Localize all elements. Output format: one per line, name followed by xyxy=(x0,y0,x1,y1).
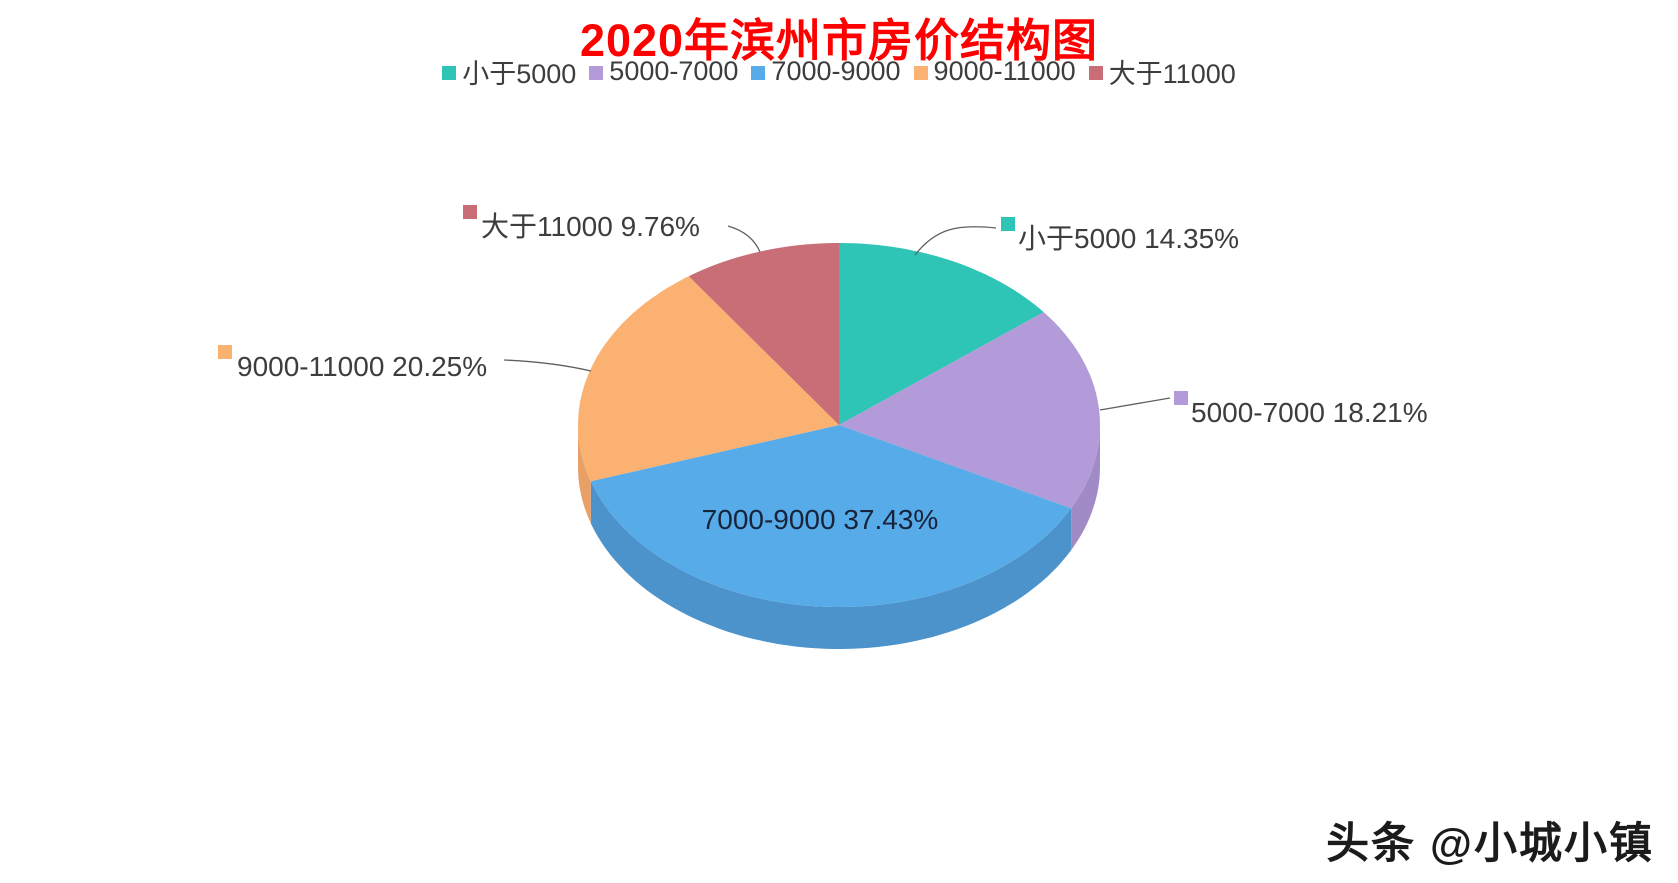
label-marker xyxy=(1174,391,1188,405)
pie-slice-side-1 xyxy=(1071,425,1100,551)
slice-label: 小于5000 14.35% xyxy=(1018,223,1239,254)
label-leader-line xyxy=(1099,397,1171,411)
legend-marker-icon xyxy=(442,65,457,80)
legend-item-label: 5000-7000 xyxy=(609,56,739,86)
legend-item-1: 5000-7000 xyxy=(589,56,738,87)
slice-label: 7000-9000 37.43% xyxy=(702,504,939,535)
legend-item-3: 9000-11000 xyxy=(913,56,1076,87)
chart-legend: 小于5000 5000-7000 7000-9000 9000-11000 大于1100… xyxy=(0,52,1678,91)
slice-label: 大于11000 9.76% xyxy=(481,211,700,242)
legend-marker-icon xyxy=(1088,65,1103,80)
pie-slice-side-3 xyxy=(578,425,591,524)
slice-label: 9000-11000 20.25% xyxy=(237,351,487,382)
legend-item-0: 小于5000 xyxy=(442,52,576,91)
pie-slice-4 xyxy=(688,243,839,425)
legend-item-label: 小于5000 xyxy=(462,59,577,89)
pie-slice-2 xyxy=(590,425,1072,607)
label-leader-line xyxy=(727,225,761,253)
legend-marker-icon xyxy=(589,65,604,80)
label-leader-line xyxy=(914,226,997,256)
label-leader-line xyxy=(503,359,592,372)
slice-label: 5000-7000 18.21% xyxy=(1191,397,1428,428)
label-marker xyxy=(463,205,477,219)
pie-slice-1 xyxy=(839,312,1100,509)
label-marker xyxy=(1001,217,1015,231)
label-marker xyxy=(218,345,232,359)
legend-item-4: 大于11000 xyxy=(1088,52,1236,91)
legend-marker-icon xyxy=(913,65,928,80)
legend-marker-icon xyxy=(751,65,766,80)
legend-item-label: 7000-9000 xyxy=(771,56,901,86)
pie-slice-side-2 xyxy=(590,481,1072,649)
pie-slice-0 xyxy=(839,243,1044,425)
pie-slice-3 xyxy=(578,276,839,482)
watermark: 头条 @小城小镇 xyxy=(1326,820,1654,868)
legend-item-label: 9000-11000 xyxy=(933,56,1076,86)
chart-title: 2020年滨州市房价结构图 xyxy=(579,15,1099,66)
legend-item-2: 7000-9000 xyxy=(751,56,901,87)
legend-item-label: 大于11000 xyxy=(1108,59,1236,89)
